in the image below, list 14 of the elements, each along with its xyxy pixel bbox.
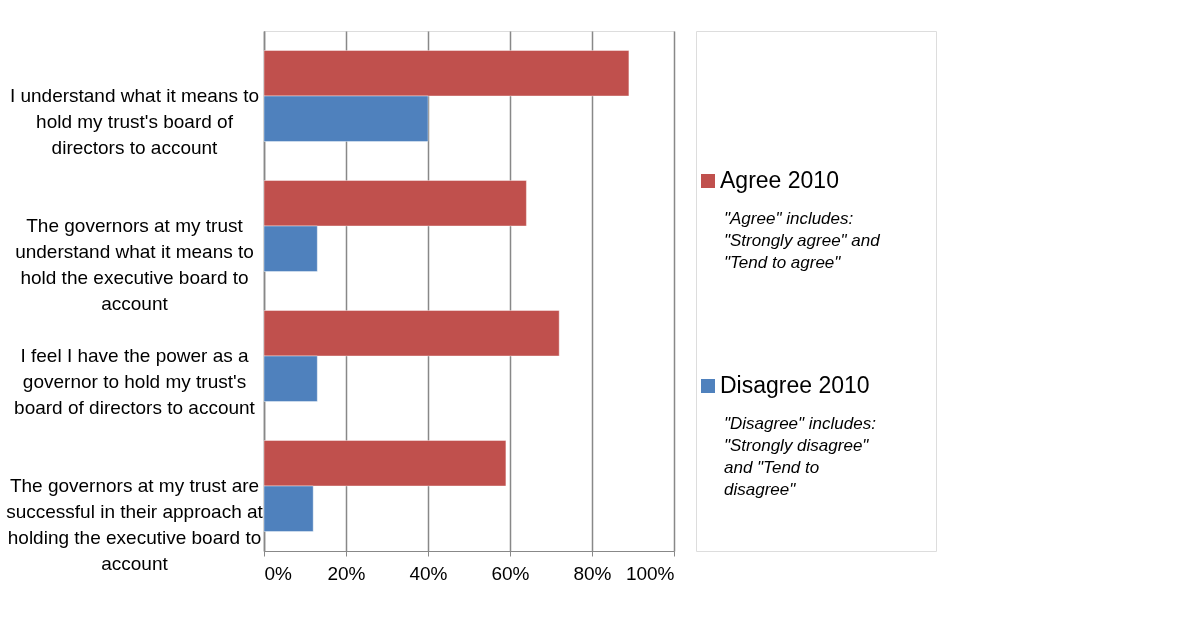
legend-label: Disagree 2010: [720, 372, 870, 398]
legend-label: Agree 2010: [720, 167, 839, 193]
y-tick-label: The governors at my trust are successful in their approach at holding the executive board to account: [6, 475, 264, 574]
y-tick-label: I understand what it means to hold my trust's board of directors to account: [9, 85, 260, 158]
x-tick-label: 40%: [409, 562, 448, 584]
y-tick-label: The governors at my trust understand what it means to hold the executive board to account: [15, 215, 254, 314]
x-tick-label: 20%: [327, 562, 366, 584]
x-tick-label: 60%: [491, 562, 530, 584]
y-tick-label: I feel I have the power as a governor to hold my trust's board of directors to account: [14, 345, 256, 418]
x-tick-label: 0%: [264, 562, 293, 584]
x-tick-label: 80%: [573, 562, 612, 584]
text: "Disagree" includes: "Strongly disagree" and "Tend to disagree": [724, 414, 877, 499]
x-tick-label: 100%: [625, 562, 675, 584]
text: "Agree" includes: "Strongly agree" and "Tend to agree": [724, 209, 881, 272]
